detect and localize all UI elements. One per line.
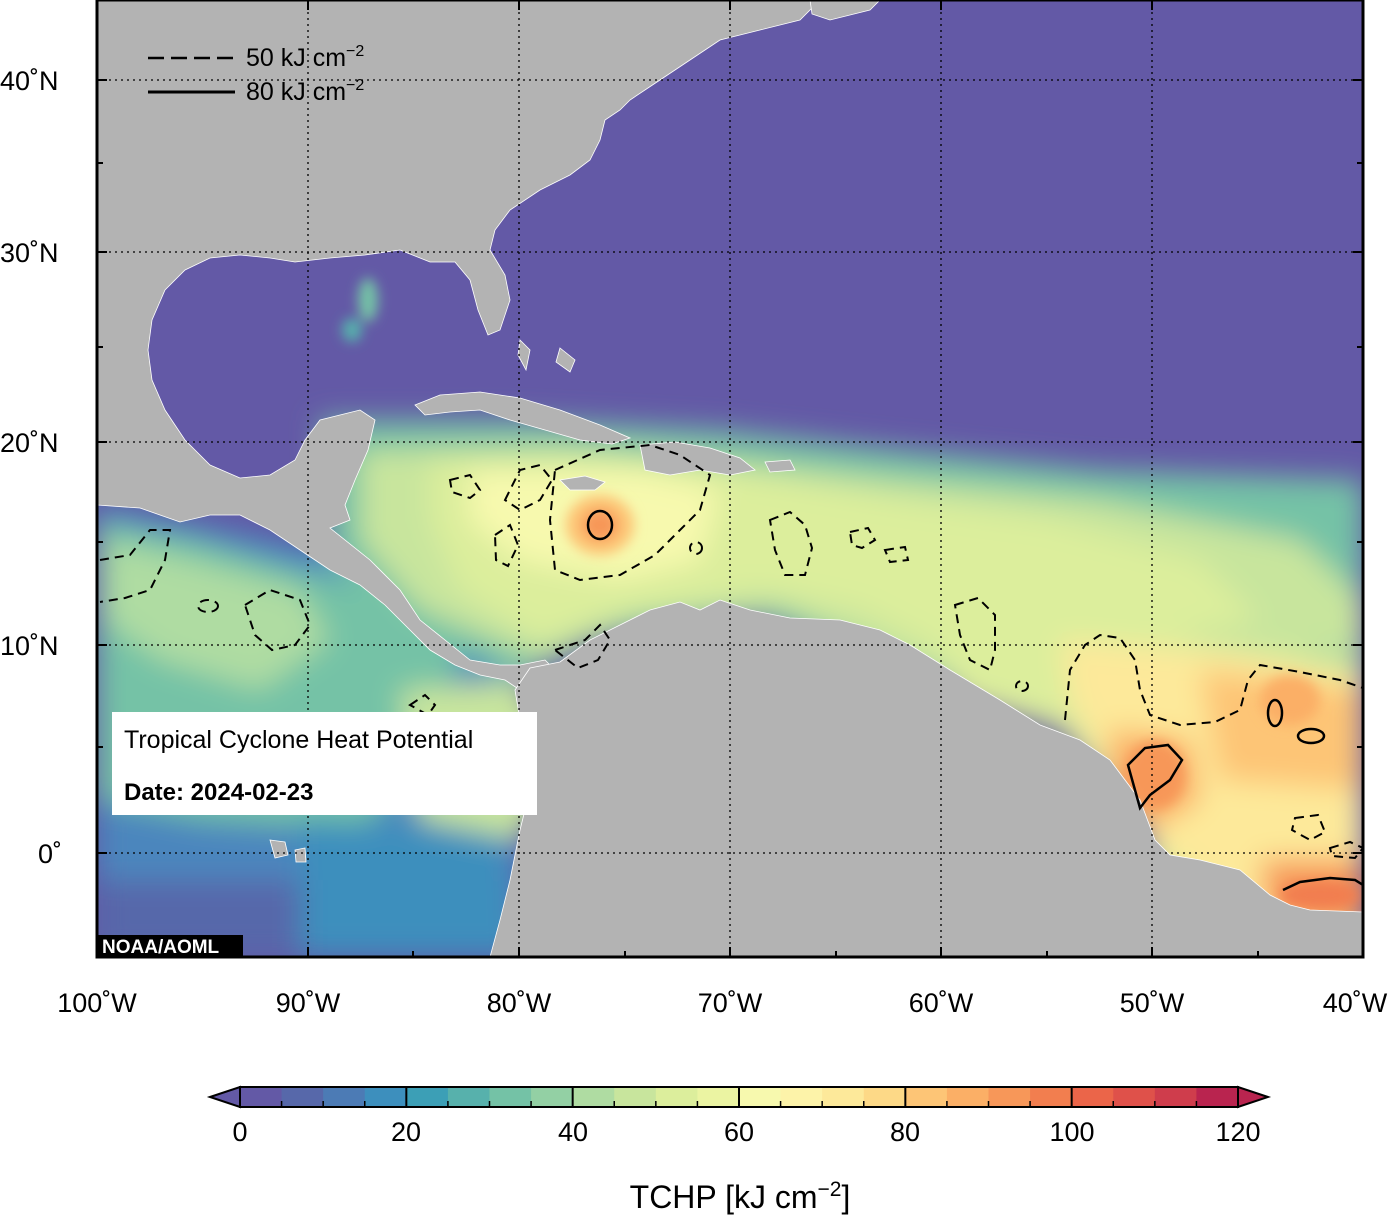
colorbar-swatch [780,1087,823,1107]
south-america-land [489,599,1363,957]
lat-label-20n: 20˚N [0,428,59,458]
info-title: Tropical Cyclone Heat Potential [124,726,473,754]
colorbar-swatch [697,1087,740,1107]
legend-80-label: 80 kJ cm−2 [246,77,364,106]
colorbar-swatch [323,1087,366,1107]
credit-box [97,935,243,957]
cb-tick-label-80: 80 [890,1117,920,1147]
lon-label-90w: 90˚W [276,988,341,1018]
colorbar-swatch [1154,1087,1198,1107]
lat-label-10n: 10˚N [0,631,59,661]
lon-label-100w: 100˚W [57,988,137,1018]
colorbar-ticks [239,1087,1239,1107]
colorbar: 0 20 40 60 80 100 120 TCHP [kJ cm−2] [206,1085,1272,1215]
colorbar-high-arrow [1237,1085,1272,1109]
contours-80 [586,509,1363,892]
contour-legend: 50 kJ cm−2 80 kJ cm−2 [148,43,364,106]
colorbar-swatch [489,1087,532,1107]
colorbar-swatch [281,1087,324,1107]
colorbar-swatch [739,1087,782,1107]
cb-tick-label-100: 100 [1049,1117,1094,1147]
contours-50 [99,443,1363,860]
colorbar-swatch [447,1087,491,1107]
lat-label-40n: 40˚N [0,66,59,96]
colorbar-swatch [905,1087,948,1107]
colorbar-swatch [1113,1087,1156,1107]
colorbar-swatches [240,1087,1239,1107]
cb-tick-label-60: 60 [724,1117,754,1147]
lat-labels: 40˚N 30˚N 20˚N 10˚N 0˚ [0,66,62,869]
nova-scotia-land [809,0,881,21]
colorbar-tick-labels: 0 20 40 60 80 100 120 [232,1117,1260,1147]
info-box: Tropical Cyclone Heat Potential Date: 20… [112,712,537,815]
colorbar-swatch [1071,1087,1114,1107]
puerto-rico-land [764,459,796,473]
colorbar-swatch [655,1087,699,1107]
colorbar-swatch [406,1087,449,1107]
colorbar-swatch [364,1087,407,1107]
colorbar-swatch [572,1087,615,1107]
lon-labels: 100˚W 90˚W 80˚W 70˚W 60˚W 50˚W 40˚W [57,988,1388,1018]
cb-tick-label-120: 120 [1215,1117,1260,1147]
colorbar-swatch [863,1087,906,1107]
cb-tick-label-20: 20 [391,1117,421,1147]
colorbar-swatch [1196,1087,1239,1107]
north-america-land [97,0,821,691]
colorbar-low-arrow [206,1085,241,1109]
legend-50-label: 50 kJ cm−2 [246,43,364,72]
lon-label-70w: 70˚W [698,988,763,1018]
colorbar-swatch [240,1087,283,1107]
colorbar-axis-title: TCHP [kJ cm−2] [630,1178,851,1215]
cb-tick-label-40: 40 [558,1117,588,1147]
info-date: Date: 2024-02-23 [124,779,313,806]
colorbar-swatch [822,1087,865,1107]
cuba-land [414,391,632,445]
colorbar-swatch [531,1087,574,1107]
hispaniola-land [639,441,756,476]
lat-label-0: 0˚ [38,839,62,869]
credit-text: NOAA/AOML [102,937,220,958]
colorbar-swatch [946,1087,990,1107]
jamaica-land [559,475,606,491]
colorbar-swatch [988,1087,1031,1107]
cb-tick-label-0: 0 [232,1117,247,1147]
lon-label-50w: 50˚W [1120,988,1185,1018]
frame-ticks [97,0,1363,957]
colorbar-swatch [1030,1087,1073,1107]
lon-label-80w: 80˚W [487,988,552,1018]
lat-label-30n: 30˚N [0,238,59,268]
graticule [97,0,1363,957]
colorbar-swatch [614,1087,657,1107]
lon-label-40w: 40˚W [1323,988,1388,1018]
land-masses [97,0,1363,957]
lon-label-60w: 60˚W [909,988,974,1018]
